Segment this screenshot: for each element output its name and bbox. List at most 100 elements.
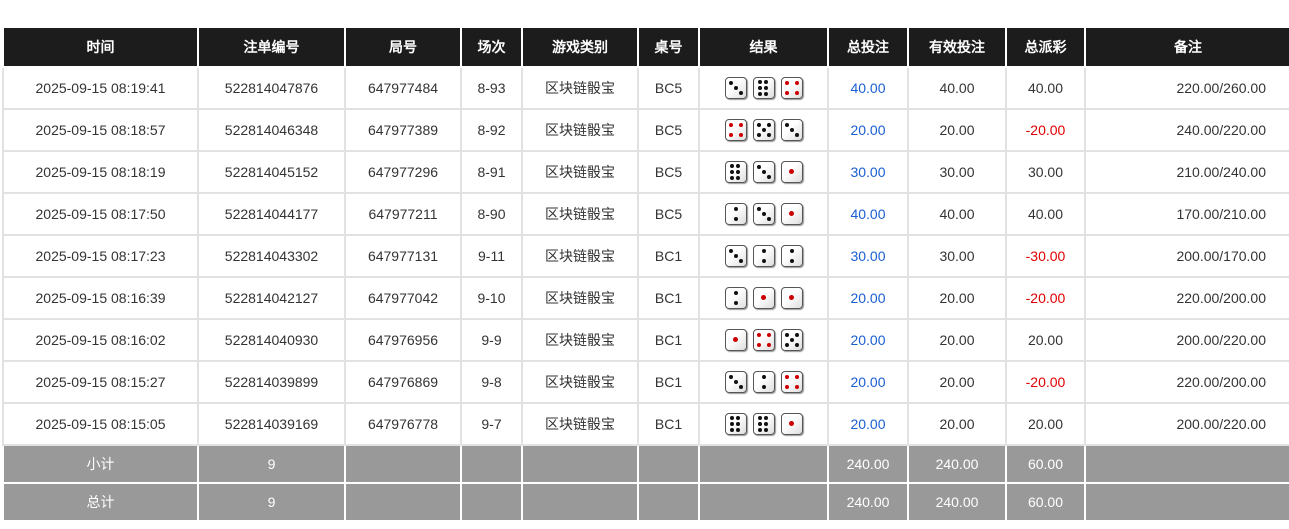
die-6-icon	[724, 161, 747, 183]
die-5-icon	[780, 329, 803, 351]
cell-bet-id: 522814042127	[197, 276, 346, 320]
cell-time: 2025-09-15 08:16:39	[2, 276, 199, 320]
cell-game-type: 区块链骰宝	[521, 150, 639, 194]
header-time: 时间	[2, 28, 199, 68]
cell-game-type: 区块链骰宝	[521, 234, 639, 278]
total-bet: 240.00	[827, 482, 909, 522]
table-row: 2025-09-15 08:15:27 522814039899 647976869…	[2, 360, 1289, 404]
cell-time: 2025-09-15 08:15:05	[2, 402, 199, 446]
header-game-no: 场次	[460, 28, 523, 68]
cell-game-no: 8-92	[460, 108, 523, 152]
cell-game-type: 区块链骰宝	[521, 402, 639, 446]
cell-bet-id: 522814043302	[197, 234, 346, 278]
cell-round-id: 647977484	[344, 66, 462, 110]
die-3-icon	[724, 371, 747, 393]
cell-total-bet: 20.00	[827, 402, 909, 446]
die-3-icon	[752, 161, 775, 183]
cell-remark: 220.00/200.00	[1084, 276, 1289, 320]
table-row: 2025-09-15 08:16:02 522814040930 647976956…	[2, 318, 1289, 362]
cell-table: BC5	[637, 66, 700, 110]
cell-table: BC1	[637, 234, 700, 278]
cell-valid-bet: 40.00	[907, 192, 1007, 236]
header-total-payout: 总派彩	[1005, 28, 1086, 68]
cell-game-no: 8-93	[460, 66, 523, 110]
cell-game-type: 区块链骰宝	[521, 276, 639, 320]
cell-time: 2025-09-15 08:17:23	[2, 234, 199, 278]
die-4-icon	[724, 119, 747, 141]
cell-total-bet: 30.00	[827, 234, 909, 278]
cell-time: 2025-09-15 08:18:19	[2, 150, 199, 194]
cell-valid-bet: 30.00	[907, 234, 1007, 278]
cell-game-no: 8-91	[460, 150, 523, 194]
cell-round-id: 647976869	[344, 360, 462, 404]
die-6-icon	[724, 413, 747, 435]
cell-valid-bet: 20.00	[907, 360, 1007, 404]
die-2-icon	[752, 245, 775, 267]
cell-remark: 240.00/220.00	[1084, 108, 1289, 152]
die-4-icon	[780, 371, 803, 393]
die-2-icon	[724, 287, 747, 309]
cell-total-bet: 40.00	[827, 192, 909, 236]
cell-table: BC5	[637, 108, 700, 152]
cell-bet-id: 522814039899	[197, 360, 346, 404]
cell-game-no: 9-9	[460, 318, 523, 362]
cell-remark: 170.00/210.00	[1084, 192, 1289, 236]
die-6-icon	[752, 413, 775, 435]
cell-time: 2025-09-15 08:18:57	[2, 108, 199, 152]
table-row: 2025-09-15 08:18:19 522814045152 647977296…	[2, 150, 1289, 194]
subtotal-label: 小计	[2, 444, 199, 484]
die-2-icon	[724, 203, 747, 225]
table-row: 2025-09-15 08:17:50 522814044177 647977211…	[2, 192, 1289, 236]
cell-table: BC1	[637, 360, 700, 404]
subtotal-count: 9	[197, 444, 346, 484]
cell-total-bet: 30.00	[827, 150, 909, 194]
subtotal-valid: 240.00	[907, 444, 1007, 484]
cell-total-payout: 30.00	[1005, 150, 1086, 194]
die-1-icon	[780, 161, 803, 183]
die-2-icon	[752, 371, 775, 393]
subtotal-row: 小计 9 240.00 240.00 60.00	[2, 444, 1289, 484]
cell-total-payout: -20.00	[1005, 276, 1086, 320]
cell-result	[698, 318, 829, 362]
table-row: 2025-09-15 08:17:23 522814043302 647977131…	[2, 234, 1289, 278]
cell-result	[698, 234, 829, 278]
cell-total-payout: 20.00	[1005, 318, 1086, 362]
die-1-icon	[780, 413, 803, 435]
table-row: 2025-09-15 08:19:41 522814047876 647977484…	[2, 66, 1289, 110]
die-3-icon	[724, 77, 747, 99]
cell-round-id: 647977211	[344, 192, 462, 236]
die-1-icon	[780, 287, 803, 309]
cell-result	[698, 192, 829, 236]
die-4-icon	[752, 329, 775, 351]
header-round-id: 局号	[344, 28, 462, 68]
cell-table: BC1	[637, 318, 700, 362]
cell-valid-bet: 20.00	[907, 402, 1007, 446]
cell-total-payout: 40.00	[1005, 66, 1086, 110]
cell-round-id: 647976778	[344, 402, 462, 446]
table-row: 2025-09-15 08:18:57 522814046348 647977389…	[2, 108, 1289, 152]
cell-round-id: 647976956	[344, 318, 462, 362]
cell-total-bet: 40.00	[827, 66, 909, 110]
cell-bet-id: 522814047876	[197, 66, 346, 110]
die-1-icon	[780, 203, 803, 225]
cell-remark: 220.00/260.00	[1084, 66, 1289, 110]
cell-total-bet: 20.00	[827, 276, 909, 320]
die-6-icon	[752, 77, 775, 99]
cell-remark: 200.00/170.00	[1084, 234, 1289, 278]
cell-valid-bet: 20.00	[907, 318, 1007, 362]
total-payout: 60.00	[1005, 482, 1086, 522]
cell-result	[698, 360, 829, 404]
cell-result	[698, 402, 829, 446]
table-row: 2025-09-15 08:15:05 522814039169 647976778…	[2, 402, 1289, 446]
cell-round-id: 647977131	[344, 234, 462, 278]
cell-remark: 210.00/240.00	[1084, 150, 1289, 194]
cell-result	[698, 276, 829, 320]
cell-game-type: 区块链骰宝	[521, 108, 639, 152]
header-table: 桌号	[637, 28, 700, 68]
total-label: 总计	[2, 482, 199, 522]
header-bet-id: 注单编号	[197, 28, 346, 68]
die-1-icon	[752, 287, 775, 309]
cell-total-payout: 40.00	[1005, 192, 1086, 236]
cell-round-id: 647977296	[344, 150, 462, 194]
cell-remark: 200.00/220.00	[1084, 402, 1289, 446]
